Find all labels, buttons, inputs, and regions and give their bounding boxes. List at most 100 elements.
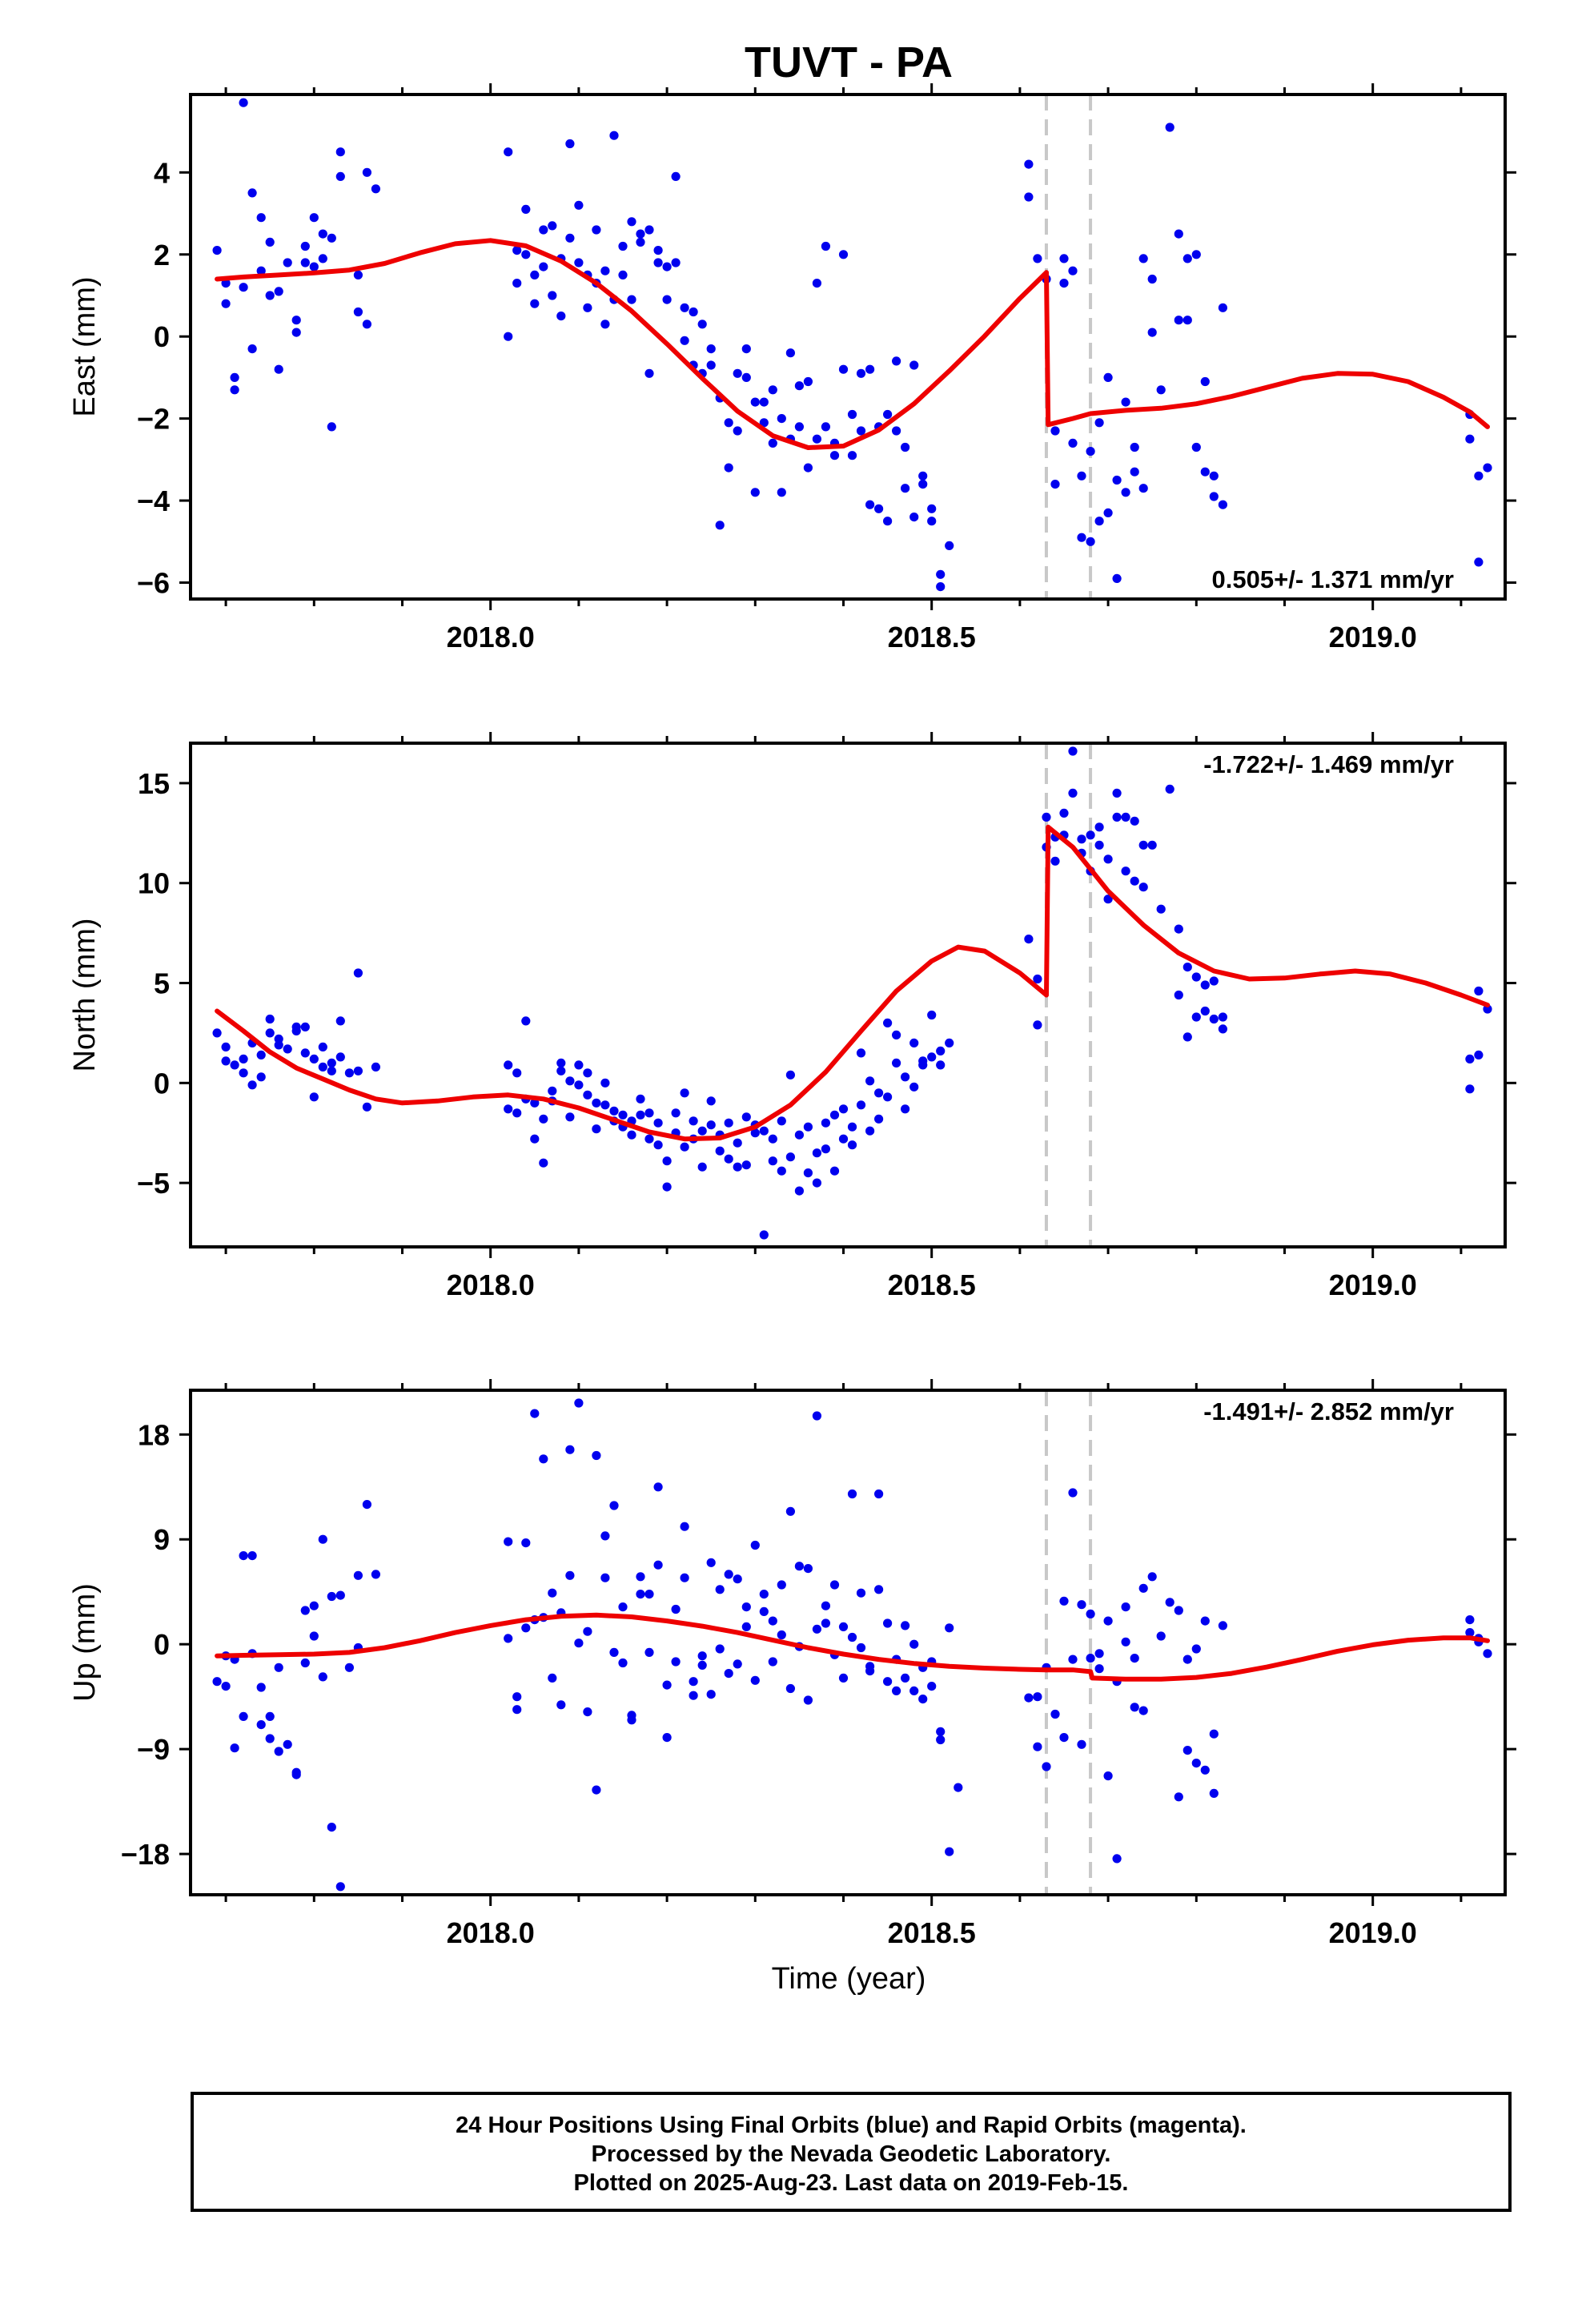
data-point xyxy=(733,426,742,436)
data-point xyxy=(689,307,698,317)
data-point xyxy=(627,1130,636,1140)
data-point xyxy=(256,1050,266,1059)
data-point xyxy=(901,484,910,493)
data-point xyxy=(945,1847,954,1856)
data-point xyxy=(318,1062,327,1072)
data-point xyxy=(230,385,239,395)
data-point xyxy=(901,1104,910,1114)
panel-north: 2018.0 2018.5 2019.0 −5 0 5 10 15 North (mm) -1.7… xyxy=(68,732,1516,1301)
data-point xyxy=(1112,788,1122,798)
data-point xyxy=(1191,442,1201,452)
data-point xyxy=(777,414,786,424)
data-point xyxy=(936,1060,946,1070)
data-point xyxy=(874,504,884,513)
data-point xyxy=(530,299,540,308)
data-point xyxy=(706,1690,716,1699)
data-point xyxy=(918,471,928,480)
data-point xyxy=(733,1659,742,1669)
data-point xyxy=(583,1707,592,1717)
data-point xyxy=(724,418,733,428)
data-point xyxy=(265,1711,275,1721)
data-point xyxy=(1077,834,1086,844)
data-point xyxy=(1156,904,1166,914)
x-tick-label: 2018.0 xyxy=(447,621,535,653)
data-point xyxy=(1165,784,1174,794)
data-point xyxy=(812,1624,821,1634)
data-point xyxy=(1182,1746,1192,1755)
data-point xyxy=(1033,1692,1042,1702)
data-point xyxy=(785,1070,796,1080)
data-point xyxy=(1024,159,1034,169)
data-point xyxy=(1121,488,1130,497)
data-point xyxy=(759,1126,769,1136)
data-point xyxy=(521,1016,531,1026)
data-point xyxy=(856,426,866,436)
data-point xyxy=(1200,1765,1210,1775)
data-point xyxy=(733,368,742,378)
data-point xyxy=(662,1733,672,1743)
data-point xyxy=(662,262,672,271)
data-point xyxy=(1033,974,1042,984)
data-point xyxy=(1042,1762,1051,1771)
data-point xyxy=(212,1028,222,1038)
data-point xyxy=(803,1122,813,1132)
footer-line-2: Processed by the Nevada Geodetic Laborat… xyxy=(591,2141,1111,2167)
data-point xyxy=(750,1128,760,1138)
data-point xyxy=(636,1094,645,1104)
data-point xyxy=(936,1046,946,1055)
data-point xyxy=(1086,1609,1095,1618)
data-point xyxy=(689,1677,698,1687)
data-point xyxy=(512,1692,522,1702)
data-point xyxy=(829,451,840,460)
data-point xyxy=(239,1551,248,1561)
data-point xyxy=(274,1747,283,1756)
data-point xyxy=(829,1580,840,1590)
data-point xyxy=(1200,1616,1210,1626)
data-point xyxy=(512,1068,522,1078)
data-point xyxy=(927,504,937,513)
data-point xyxy=(644,1134,654,1144)
data-point xyxy=(777,488,786,497)
data-point xyxy=(636,237,645,247)
east-frame xyxy=(189,93,1507,601)
data-point xyxy=(821,1144,830,1154)
data-point xyxy=(335,1882,345,1892)
data-point xyxy=(327,422,336,432)
data-point xyxy=(706,1096,716,1106)
data-point xyxy=(1209,471,1219,480)
data-point xyxy=(927,1682,937,1691)
data-point xyxy=(936,582,946,592)
data-point xyxy=(504,1060,513,1070)
data-point xyxy=(785,1506,796,1516)
data-point xyxy=(1024,192,1034,202)
data-point xyxy=(1218,500,1227,509)
rate-annotation: 0.505+/- 1.371 mm/yr xyxy=(1212,565,1454,593)
y-tick-label: 0 xyxy=(154,1628,170,1661)
data-point xyxy=(1483,463,1492,472)
data-point xyxy=(230,1060,239,1070)
data-point xyxy=(335,1052,345,1062)
data-point xyxy=(724,1118,733,1128)
data-point xyxy=(715,1644,725,1654)
data-point xyxy=(697,1162,707,1172)
data-point xyxy=(592,225,601,235)
data-point xyxy=(1209,1788,1219,1798)
y-axis-label: East (mm) xyxy=(68,276,102,416)
data-point xyxy=(1165,1598,1174,1607)
data-point xyxy=(662,1156,672,1166)
data-point xyxy=(318,1534,327,1544)
data-point xyxy=(689,1116,698,1126)
data-point xyxy=(335,1590,345,1600)
data-point xyxy=(221,299,231,308)
chart-panels: 2018.0 2018.5 2019.0 −6 −4 −2 0 2 4 East (mm) 0.50… xyxy=(68,83,1516,1949)
data-point xyxy=(803,463,813,472)
data-point xyxy=(627,217,636,227)
data-point xyxy=(239,98,248,107)
y-tick-label: 4 xyxy=(154,156,170,189)
data-point xyxy=(627,295,636,304)
data-point xyxy=(521,1538,531,1548)
data-point xyxy=(504,1634,513,1643)
data-point xyxy=(504,1537,513,1546)
data-point xyxy=(265,1014,275,1024)
data-point xyxy=(1182,1032,1192,1042)
